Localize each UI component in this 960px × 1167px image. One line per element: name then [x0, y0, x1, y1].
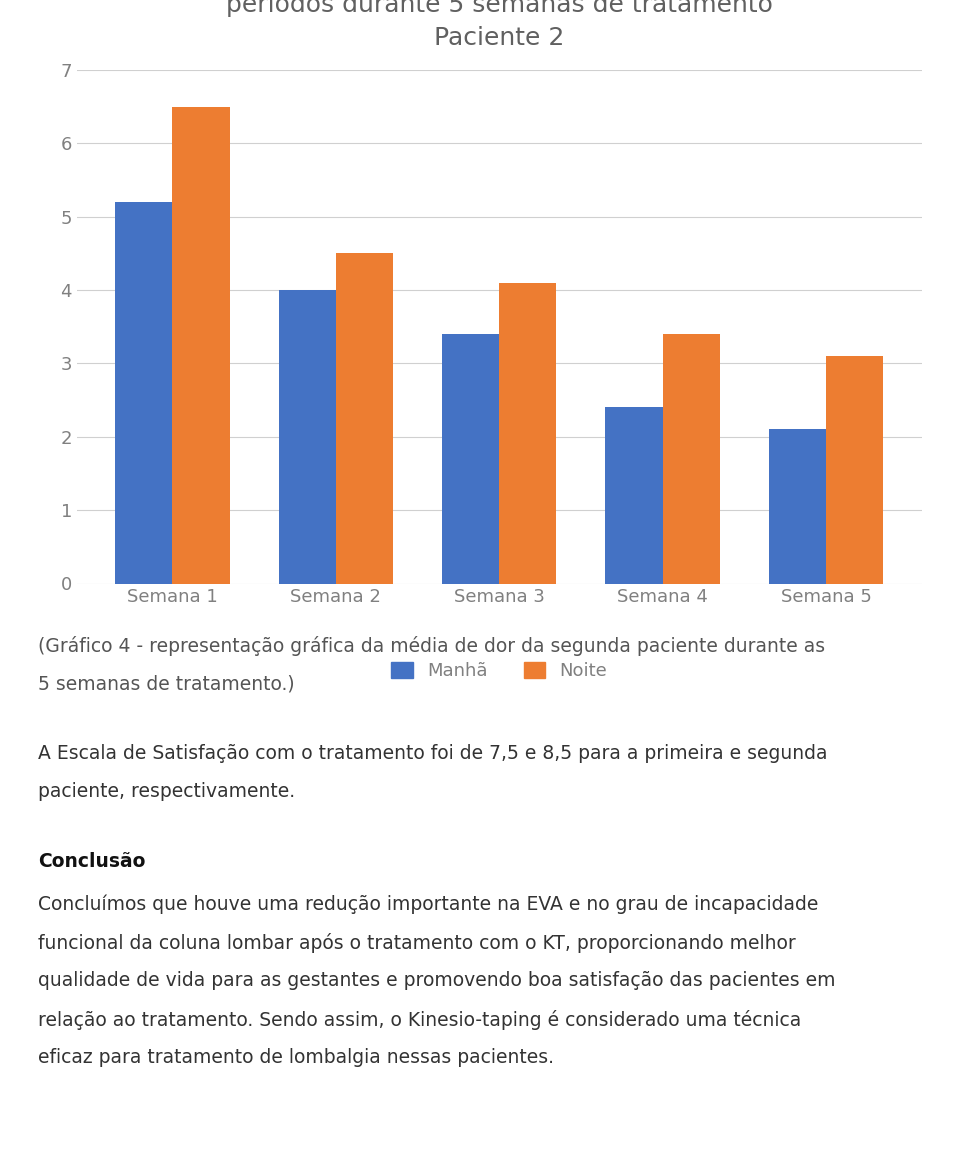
Text: eficaz para tratamento de lombalgia nessas pacientes.: eficaz para tratamento de lombalgia ness… [38, 1048, 555, 1067]
Text: paciente, respectivamente.: paciente, respectivamente. [38, 782, 296, 802]
Text: funcional da coluna lombar após o tratamento com o KT, proporcionando melhor: funcional da coluna lombar após o tratam… [38, 932, 796, 952]
Text: (Gráfico 4 - representação gráfica da média de dor da segunda paciente durante a: (Gráfico 4 - representação gráfica da mé… [38, 636, 826, 656]
Bar [336, 253, 393, 584]
Text: relação ao tratamento. Sendo assim, o Kinesio-taping é considerado uma técnica: relação ao tratamento. Sendo assim, o Ki… [38, 1009, 802, 1029]
Bar [826, 356, 883, 584]
Text: 5 semanas de tratamento.): 5 semanas de tratamento.) [38, 675, 295, 693]
Text: A Escala de Satisfação com o tratamento foi de 7,5 e 8,5 para a primeira e segun: A Escala de Satisfação com o tratamento … [38, 743, 828, 763]
Title: Diário da Dor (EVA) – Média da dor por
períodos durante 5 semanas de tratamento
: Diário da Dor (EVA) – Média da dor por p… [226, 0, 773, 50]
Bar [173, 106, 229, 584]
Legend: Manhã, Noite: Manhã, Noite [384, 655, 614, 687]
Bar [769, 429, 826, 584]
Text: qualidade de vida para as gestantes e promovendo boa satisfação das pacientes em: qualidade de vida para as gestantes e pr… [38, 971, 836, 990]
Bar [442, 334, 499, 584]
Bar [662, 334, 720, 584]
Text: Conclusão: Conclusão [38, 852, 146, 871]
Text: Concluímos que houve uma redução importante na EVA e no grau de incapacidade: Concluímos que houve uma redução importa… [38, 894, 819, 914]
Bar [499, 282, 557, 584]
Bar [278, 291, 336, 584]
Bar [606, 407, 662, 584]
Bar [115, 202, 173, 584]
